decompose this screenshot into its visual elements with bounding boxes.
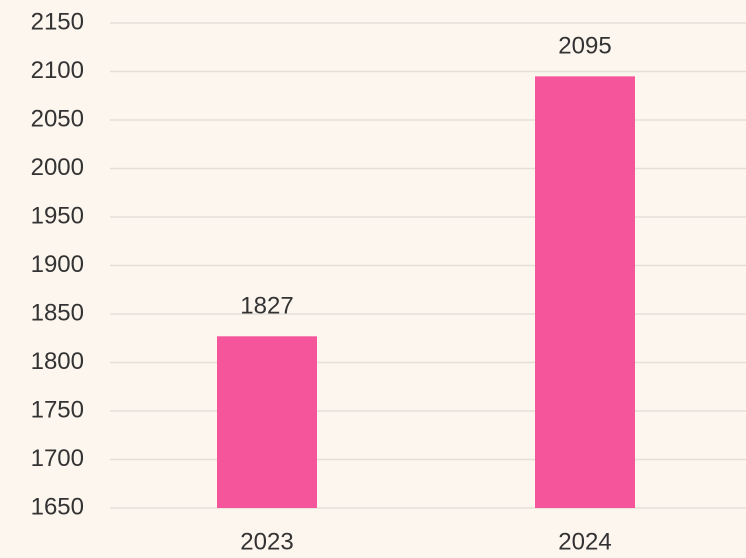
bar — [217, 336, 317, 508]
y-tick-label: 1650 — [31, 493, 84, 520]
x-tick-label: 2024 — [558, 528, 611, 555]
data-label: 2095 — [558, 33, 611, 60]
y-tick-label: 2050 — [31, 105, 84, 132]
y-tick-label: 1850 — [31, 299, 84, 326]
y-tick-label: 1800 — [31, 348, 84, 375]
y-tick-label: 2100 — [31, 57, 84, 84]
y-tick-label: 2150 — [31, 8, 84, 35]
y-tick-label: 1750 — [31, 396, 84, 423]
y-tick-label: 1900 — [31, 251, 84, 278]
y-tick-label: 2000 — [31, 154, 84, 181]
data-label: 1827 — [240, 293, 293, 320]
y-tick-label: 1700 — [31, 445, 84, 472]
y-tick-label: 1950 — [31, 202, 84, 229]
bar — [535, 76, 635, 508]
x-tick-label: 2023 — [240, 528, 293, 555]
